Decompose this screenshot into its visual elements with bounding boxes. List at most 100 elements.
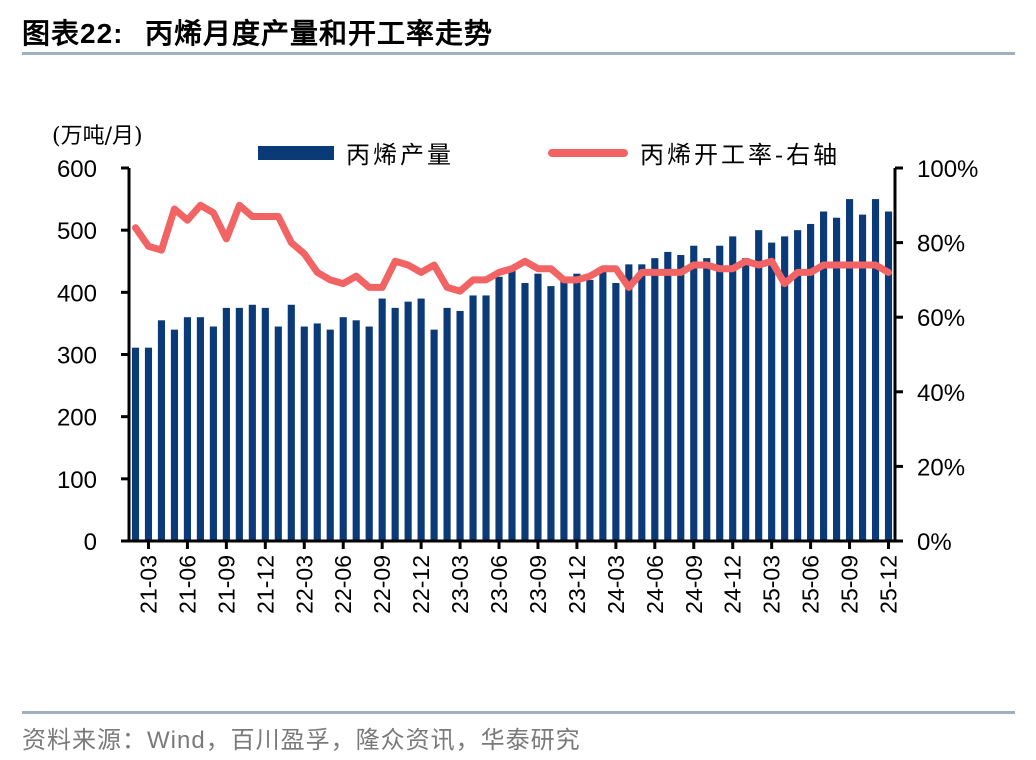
x-tick-label: 21-09	[213, 555, 239, 614]
right-tick-label: 0%	[917, 529, 952, 556]
bar-23-09	[534, 273, 542, 541]
right-tick-label: 40%	[917, 380, 965, 407]
bar-22-03	[300, 326, 308, 541]
x-tick-label: 24-12	[720, 555, 746, 614]
axes: 0 100 200 300 400 500 600 0% 20% 40% 60% 80% 100% 21-…	[57, 156, 978, 614]
right-tick-label: 20%	[917, 454, 965, 481]
bar-23-08	[521, 283, 529, 541]
bar-24-01	[586, 279, 594, 541]
left-tick-label: 100	[57, 467, 97, 494]
bar-23-07	[508, 267, 516, 541]
bar-25-07	[820, 211, 828, 541]
bar-24-07	[664, 251, 672, 542]
figure-number: 22:	[80, 18, 124, 49]
x-tick-label: 22-03	[291, 555, 317, 614]
bar-24-05	[638, 264, 646, 541]
source-rest: ，百川盈孚，隆众资讯，华泰研究	[205, 726, 581, 754]
right-tick-label: 80%	[917, 231, 965, 258]
bar-24-08	[677, 255, 685, 542]
bar-22-05	[326, 329, 334, 541]
bar-22-11	[404, 301, 412, 541]
x-tick-label: 21-12	[252, 555, 278, 614]
bar-23-04	[469, 295, 477, 541]
bar-25-11	[871, 199, 880, 542]
bar-23-05	[482, 295, 490, 541]
bar-24-03	[612, 283, 620, 541]
bar-23-06	[495, 276, 503, 541]
bar-21-05	[170, 329, 179, 541]
bar-24-09	[690, 245, 698, 542]
x-tick-label: 25-06	[798, 555, 824, 614]
chart-canvas: 0 100 200 300 400 500 600 0% 20% 40% 60% 80% 100% 21-…	[57, 156, 978, 614]
bar-25-08	[833, 217, 841, 541]
line-swatch-icon	[548, 148, 628, 157]
bar-21-02	[131, 347, 140, 541]
bar-22-08	[365, 326, 373, 541]
figure-label: 图表	[22, 17, 81, 50]
right-tick-label: 100%	[917, 156, 978, 183]
bar-25-02	[755, 230, 763, 541]
bar-22-06	[339, 317, 347, 541]
source-wind: Wind	[147, 727, 206, 754]
bar-25-01	[742, 258, 750, 541]
bar-23-01	[430, 329, 438, 541]
x-tick-label: 25-09	[837, 555, 863, 614]
x-tick-label: 21-06	[174, 555, 200, 614]
left-tick-label: 300	[57, 343, 97, 370]
bar-22-09	[378, 298, 386, 541]
bar-25-09	[845, 199, 854, 542]
left-tick-label: 0	[84, 529, 97, 556]
bar-25-12	[884, 211, 893, 541]
bar-23-12	[573, 273, 581, 541]
right-tick-label: 60%	[917, 305, 965, 332]
bar-22-10	[391, 307, 399, 541]
bar-22-12	[417, 298, 425, 541]
production-bars	[131, 199, 893, 542]
legend-item-operating-rate: 丙烯开工率-右轴	[548, 135, 840, 170]
bar-25-10	[858, 214, 867, 541]
x-tick-label: 23-03	[447, 555, 473, 614]
bar-21-12	[261, 307, 269, 541]
bar-23-03	[456, 310, 464, 541]
operating-rate-line	[132, 201, 892, 295]
bar-21-08	[209, 326, 217, 541]
bar-22-07	[352, 320, 360, 541]
left-tick-label: 600	[57, 156, 97, 183]
bar-21-07	[196, 317, 204, 541]
bar-21-04	[157, 320, 166, 541]
bar-24-06	[651, 258, 659, 541]
left-tick-label: 400	[57, 280, 97, 307]
bar-25-03	[768, 242, 776, 541]
x-tick-label: 23-09	[525, 555, 551, 614]
bar-25-05	[794, 230, 802, 541]
bar-21-06	[183, 317, 191, 541]
x-tick-label: 22-06	[330, 555, 356, 614]
bar-24-12	[729, 236, 737, 541]
legend-label-operating-rate: 丙烯开工率-右轴	[640, 141, 841, 169]
bar-21-11	[248, 304, 256, 541]
x-tick-label: 21-03	[135, 555, 161, 614]
bar-23-10	[547, 286, 555, 541]
x-tick-label: 22-12	[408, 555, 434, 614]
left-axis-unit: (万吨/月)	[52, 124, 143, 149]
bar-25-06	[807, 223, 815, 541]
x-tick-label: 24-06	[642, 555, 668, 614]
left-tick-label: 200	[57, 405, 97, 432]
bar-21-09	[222, 307, 230, 541]
x-tick-label: 24-09	[681, 555, 707, 614]
chart-title: 丙烯月度产量和开工率走势	[144, 17, 493, 50]
bar-24-10	[703, 258, 711, 541]
bar-21-03	[144, 347, 153, 541]
top-divider	[22, 52, 1015, 55]
bar-23-02	[443, 307, 451, 541]
bar-swatch-icon	[258, 145, 334, 160]
x-tick-label: 25-03	[759, 555, 785, 614]
legend-label-production: 丙烯产量	[346, 141, 454, 169]
bar-22-04	[313, 323, 321, 541]
legend-item-production: 丙烯产量	[258, 135, 454, 170]
x-tick-label: 24-03	[603, 555, 629, 614]
bar-24-02	[599, 267, 607, 541]
bar-21-10	[235, 307, 243, 541]
source-note: 资料来源：Wind，百川盈孚，隆众资讯，华泰研究	[22, 720, 581, 755]
x-tick-label: 25-12	[876, 555, 902, 614]
